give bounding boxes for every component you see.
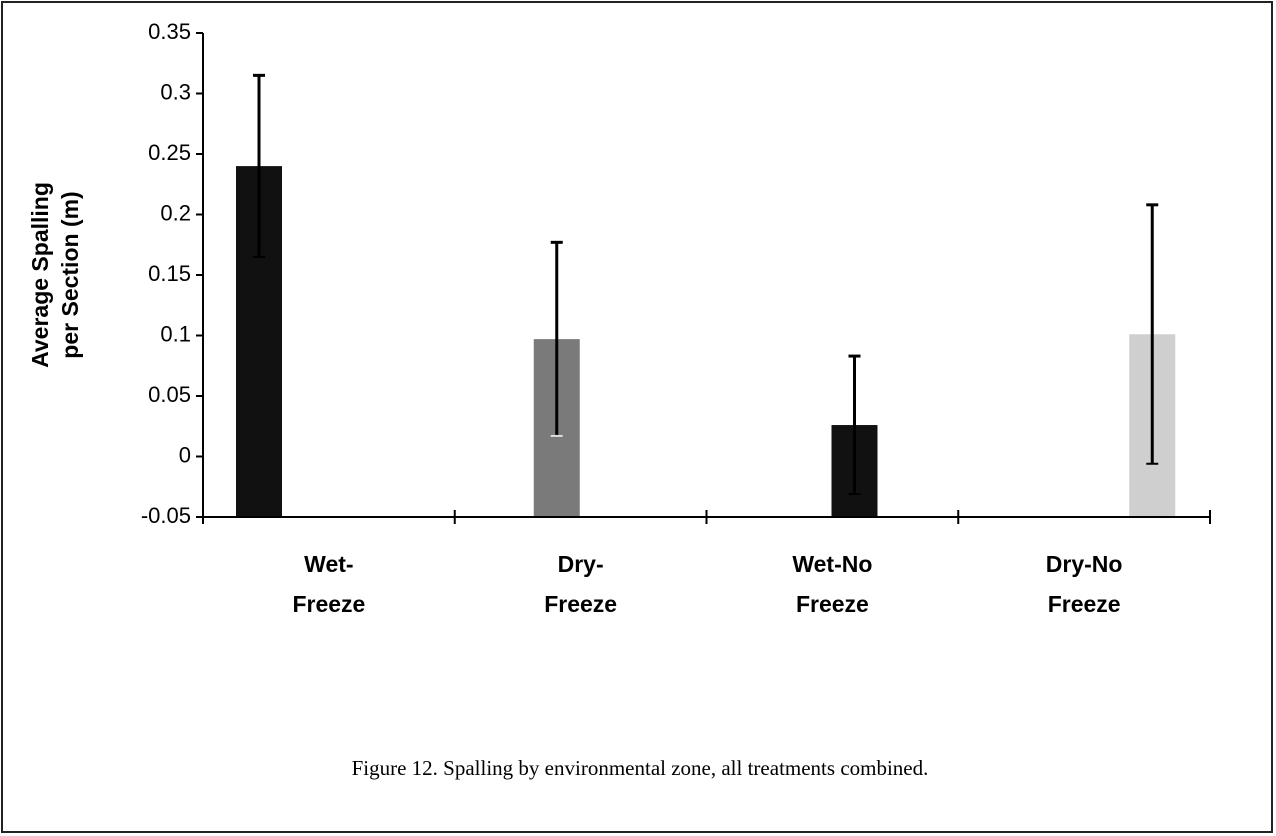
y-tick-label: 0.2 (160, 200, 191, 225)
caption: Figure 12. Spalling by environmental zon… (352, 756, 929, 780)
y-axis-label: per Section (m) (57, 191, 83, 358)
x-tick-label: Freeze (1048, 591, 1121, 617)
x-tick-label: Dry-No (1046, 551, 1123, 577)
y-tick-label: 0.1 (160, 321, 191, 346)
x-tick-label: Wet- (304, 551, 353, 577)
x-tick-label: Freeze (292, 591, 365, 617)
y-tick-label: 0.25 (148, 140, 191, 165)
x-tick-label: Dry- (558, 551, 604, 577)
y-tick-label: 0.05 (148, 382, 191, 407)
x-tick-label: Wet-No (792, 551, 872, 577)
y-tick-label: 0 (179, 442, 191, 467)
y-axis-label: Average Spalling (27, 182, 53, 368)
y-tick-label: 0.15 (148, 261, 191, 286)
x-tick-label: Freeze (796, 591, 869, 617)
y-tick-label: 0.35 (148, 19, 191, 44)
x-tick-label: Freeze (544, 591, 617, 617)
y-tick-label: -0.05 (141, 503, 191, 528)
y-tick-label: 0.3 (160, 79, 191, 104)
